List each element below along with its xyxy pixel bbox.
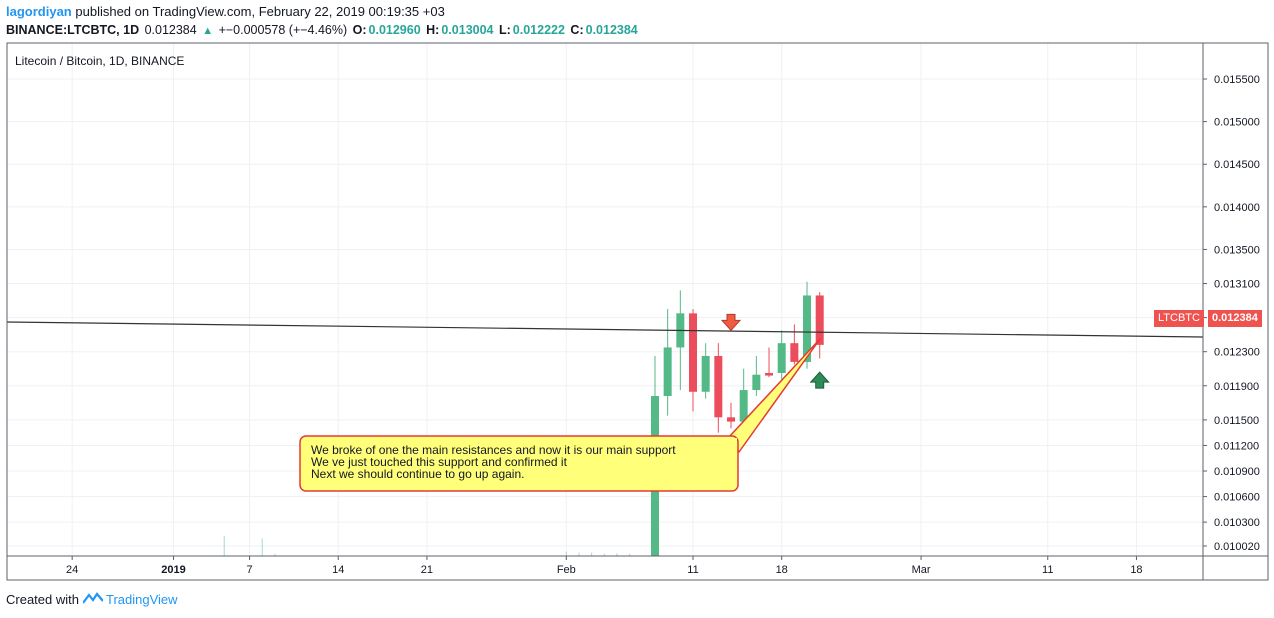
annotation-line-1: We broke of one the main resistances and… xyxy=(311,443,676,457)
x-tick-label: 18 xyxy=(1130,564,1142,576)
annotation-line-3: Next we should continue to go up again. xyxy=(311,467,525,481)
x-tick-label: 2019 xyxy=(161,564,185,576)
last-price: 0.012384 xyxy=(144,23,197,37)
change-value: +−0.000578 (+−4.46%) xyxy=(218,23,348,37)
x-tick-label: 7 xyxy=(246,564,252,576)
tradingview-logo-icon xyxy=(82,592,104,607)
close-label: C: xyxy=(570,23,584,37)
down-arrow-icon xyxy=(720,313,742,332)
volume-bar xyxy=(629,553,631,556)
low-value: 0.012222 xyxy=(512,23,565,37)
candle-up xyxy=(739,390,748,422)
support-trendline xyxy=(6,321,1204,338)
annotation-line-2: We ve just touched this support and conf… xyxy=(311,455,567,469)
volume-bars xyxy=(223,536,631,556)
arrow-markers xyxy=(720,313,830,389)
volume-bar xyxy=(223,536,225,556)
candle-down xyxy=(727,417,736,422)
created-with-label: Created with xyxy=(6,592,79,607)
x-tick-label: 24 xyxy=(66,564,78,576)
volume-bar xyxy=(565,551,567,556)
close-value: 0.012384 xyxy=(585,23,638,37)
callout-box xyxy=(299,435,739,492)
x-tick-label: 11 xyxy=(687,564,698,576)
y-tick-label: 0.010300 xyxy=(1214,517,1260,529)
volume-bar xyxy=(616,553,618,556)
candle-up xyxy=(701,355,710,392)
candle-down xyxy=(689,313,697,392)
x-tick-label: 14 xyxy=(332,564,344,576)
volume-bar xyxy=(274,553,276,556)
published-text: published on TradingView.com, February 2… xyxy=(75,4,445,19)
callout-layer xyxy=(299,338,821,492)
price-chart[interactable]: 0.015500 0.015000 0.014500 0.014000 0.013500… xyxy=(0,40,1274,584)
candle-up xyxy=(752,374,761,391)
volume-bar xyxy=(591,552,593,556)
x-tick-label: 18 xyxy=(776,564,788,576)
x-tick-label: 11 xyxy=(1042,564,1053,576)
candle-down xyxy=(815,295,824,345)
y-tick-label: 0.013100 xyxy=(1214,279,1260,291)
y-tick-label: 0.015000 xyxy=(1214,117,1260,129)
price-tag-value: 0.012384 xyxy=(1207,310,1262,327)
up-arrow-icon xyxy=(809,371,830,389)
candle-up xyxy=(803,295,812,362)
callout-seam xyxy=(728,438,737,450)
chart-title: Litecoin / Bitcoin, 1D, BINANCE xyxy=(15,54,184,68)
symbol-label: BINANCE:LTCBTC, 1D xyxy=(6,23,140,37)
footer: Created with TradingView xyxy=(6,592,178,607)
volume-bar xyxy=(603,553,605,556)
y-tick-label: 0.013500 xyxy=(1214,244,1260,256)
y-tick-label: 0.011200 xyxy=(1214,440,1259,452)
y-tick-label: 0.012300 xyxy=(1214,347,1260,359)
last-price-tag: LTCBTC 0.012384 xyxy=(1154,310,1262,327)
annotation-text: We broke of one the main resistances and… xyxy=(311,444,741,480)
low-label: L: xyxy=(498,23,511,37)
x-tick-label: 21 xyxy=(421,564,433,576)
y-tick-label: 0.010900 xyxy=(1214,466,1260,478)
open-label: O: xyxy=(352,23,367,37)
grid xyxy=(7,43,1203,556)
candle-down xyxy=(714,355,723,418)
candle-down xyxy=(790,343,799,362)
trendline-layer xyxy=(6,321,1204,338)
candle-up xyxy=(663,347,672,397)
candle-down xyxy=(765,373,774,376)
y-tick-label: 0.014000 xyxy=(1214,202,1260,214)
chart-frame xyxy=(6,42,1269,581)
volume-bar xyxy=(578,552,580,556)
y-tick-label: 0.010020 xyxy=(1214,541,1260,553)
tradingview-brand-link[interactable]: TradingView xyxy=(105,592,178,607)
axes: 0.015500 0.015000 0.014500 0.014000 0.013500… xyxy=(6,42,1269,581)
high-value: 0.013004 xyxy=(441,23,494,37)
publish-header: lagordiyan published on TradingView.com,… xyxy=(6,4,445,20)
y-tick-label: 0.015500 xyxy=(1214,74,1260,86)
price-tag-symbol: LTCBTC xyxy=(1154,310,1204,327)
y-tick-label: 0.011500 xyxy=(1214,415,1259,427)
ohlc-header: BINANCE:LTCBTC, 1D 0.012384 ▲ +−0.000578… xyxy=(6,22,640,39)
x-tick-label: Feb xyxy=(557,564,576,576)
candle-up xyxy=(777,343,786,374)
high-label: H: xyxy=(426,23,440,37)
y-tick-label: 0.014500 xyxy=(1214,159,1260,171)
y-tick-label: 0.010600 xyxy=(1214,492,1260,504)
change-up-icon: ▲ xyxy=(202,25,214,37)
open-value: 0.012960 xyxy=(368,23,421,37)
y-tick-label: 0.011900 xyxy=(1214,381,1259,393)
x-tick-label: Mar xyxy=(912,564,931,576)
author-link[interactable]: lagordiyan xyxy=(6,4,72,19)
volume-bar xyxy=(261,538,263,556)
